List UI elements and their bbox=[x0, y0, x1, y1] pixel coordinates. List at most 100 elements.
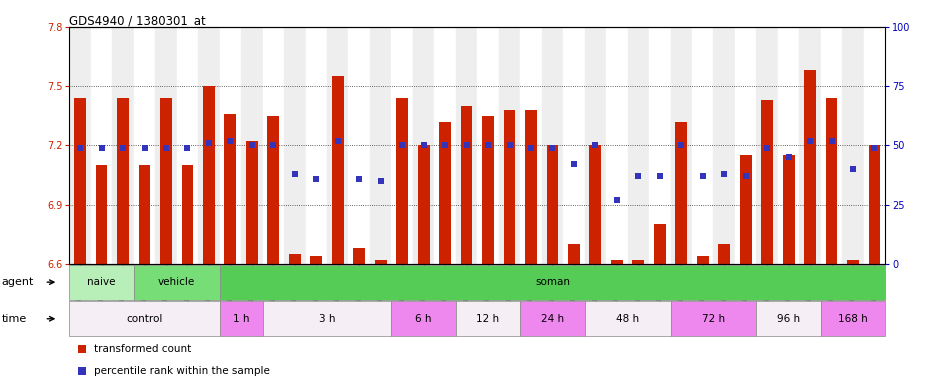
Bar bbox=[181, 165, 193, 264]
Text: 6 h: 6 h bbox=[415, 314, 432, 324]
Bar bbox=[525, 110, 536, 264]
Bar bbox=[418, 146, 429, 264]
Bar bbox=[391, 301, 456, 336]
Bar bbox=[95, 165, 107, 264]
Bar bbox=[499, 27, 520, 264]
Bar bbox=[692, 27, 713, 264]
Bar bbox=[820, 27, 843, 264]
Bar bbox=[198, 27, 219, 264]
Bar bbox=[864, 27, 885, 264]
Bar bbox=[589, 146, 601, 264]
Bar bbox=[671, 27, 692, 264]
Bar bbox=[826, 98, 837, 264]
Bar bbox=[482, 116, 494, 264]
Bar bbox=[327, 27, 349, 264]
Bar bbox=[74, 98, 86, 264]
Bar bbox=[117, 98, 129, 264]
Bar bbox=[69, 27, 91, 264]
Bar bbox=[713, 27, 735, 264]
Bar bbox=[740, 155, 752, 264]
Bar bbox=[155, 27, 177, 264]
Text: time: time bbox=[2, 314, 27, 324]
Bar bbox=[633, 260, 644, 264]
Bar bbox=[263, 301, 391, 336]
Bar bbox=[697, 256, 709, 264]
Bar bbox=[477, 27, 499, 264]
Text: soman: soman bbox=[535, 277, 570, 287]
Bar bbox=[177, 27, 198, 264]
Bar bbox=[225, 114, 236, 264]
Bar bbox=[547, 146, 559, 264]
Bar bbox=[112, 27, 134, 264]
Bar bbox=[585, 301, 671, 336]
Bar bbox=[375, 260, 387, 264]
Bar bbox=[761, 100, 773, 264]
Text: GDS4940 / 1380301_at: GDS4940 / 1380301_at bbox=[69, 14, 206, 27]
Bar bbox=[783, 155, 795, 264]
Bar bbox=[568, 244, 580, 264]
Text: 96 h: 96 h bbox=[777, 314, 800, 324]
Bar bbox=[820, 301, 885, 336]
Bar bbox=[654, 224, 666, 264]
Bar bbox=[263, 27, 284, 264]
Bar bbox=[91, 27, 112, 264]
Bar bbox=[520, 301, 585, 336]
Text: 1 h: 1 h bbox=[233, 314, 250, 324]
Bar bbox=[847, 260, 859, 264]
Bar bbox=[757, 27, 778, 264]
Bar bbox=[542, 27, 563, 264]
Bar bbox=[413, 27, 435, 264]
Bar bbox=[461, 106, 473, 264]
Bar bbox=[649, 27, 671, 264]
Bar bbox=[627, 27, 649, 264]
Bar bbox=[456, 301, 520, 336]
Text: 12 h: 12 h bbox=[476, 314, 500, 324]
Text: transformed count: transformed count bbox=[93, 344, 191, 354]
Bar bbox=[719, 244, 730, 264]
Bar bbox=[353, 248, 365, 264]
Bar bbox=[370, 27, 391, 264]
Bar bbox=[203, 86, 215, 264]
Bar bbox=[869, 146, 881, 264]
Bar bbox=[520, 27, 542, 264]
Bar bbox=[332, 76, 344, 264]
Text: percentile rank within the sample: percentile rank within the sample bbox=[93, 366, 270, 376]
Bar bbox=[757, 301, 820, 336]
Bar bbox=[246, 141, 258, 264]
Bar bbox=[503, 110, 515, 264]
Bar bbox=[563, 27, 585, 264]
Bar bbox=[435, 27, 456, 264]
Bar bbox=[311, 256, 322, 264]
Bar bbox=[585, 27, 606, 264]
Bar bbox=[606, 27, 627, 264]
Bar bbox=[456, 27, 477, 264]
Text: 48 h: 48 h bbox=[616, 314, 639, 324]
Bar bbox=[671, 301, 757, 336]
Text: 168 h: 168 h bbox=[838, 314, 868, 324]
Bar bbox=[139, 165, 151, 264]
Bar bbox=[69, 265, 134, 300]
Text: 3 h: 3 h bbox=[319, 314, 335, 324]
Bar bbox=[804, 70, 816, 264]
Bar bbox=[675, 122, 687, 264]
Bar bbox=[267, 116, 279, 264]
Bar bbox=[219, 265, 885, 300]
Bar bbox=[843, 27, 864, 264]
Bar bbox=[349, 27, 370, 264]
Text: vehicle: vehicle bbox=[158, 277, 195, 287]
Text: 72 h: 72 h bbox=[702, 314, 725, 324]
Bar bbox=[284, 27, 305, 264]
Bar bbox=[396, 98, 408, 264]
Bar bbox=[134, 265, 219, 300]
Bar bbox=[439, 122, 451, 264]
Bar bbox=[778, 27, 799, 264]
Bar bbox=[735, 27, 757, 264]
Text: agent: agent bbox=[2, 277, 34, 287]
Bar bbox=[219, 27, 241, 264]
Bar bbox=[134, 27, 155, 264]
Bar bbox=[241, 27, 263, 264]
Text: control: control bbox=[127, 314, 163, 324]
Bar bbox=[305, 27, 327, 264]
Bar bbox=[391, 27, 413, 264]
Bar bbox=[799, 27, 820, 264]
